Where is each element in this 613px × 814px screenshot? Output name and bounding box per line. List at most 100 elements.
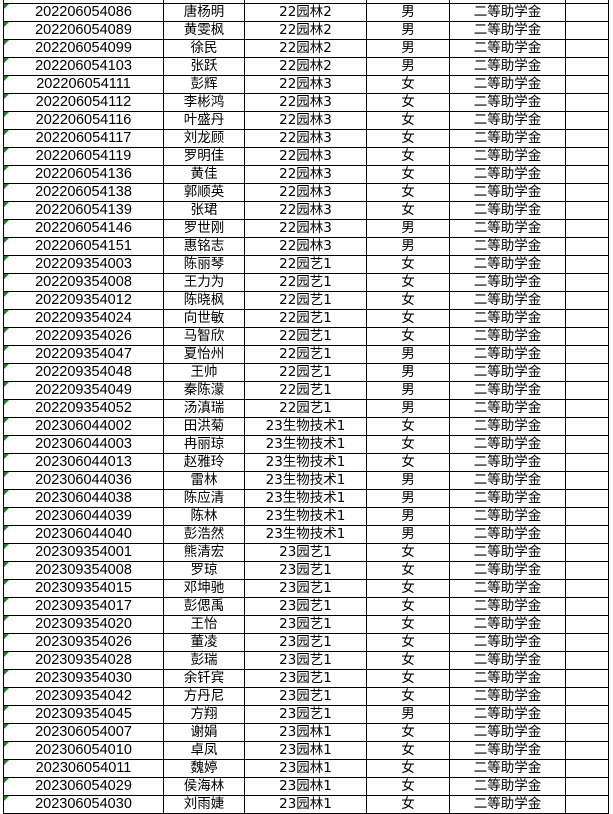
cell-class[interactable]: 22园林2 [244, 3, 367, 22]
cell-student-id[interactable]: 202309354042 [3, 687, 164, 706]
cell-award[interactable]: 二等助学金 [449, 75, 566, 94]
cell-name[interactable]: 侯海林 [163, 777, 245, 796]
cell-name[interactable]: 唐杨明 [163, 3, 245, 22]
cell-class[interactable]: 23园林1 [244, 777, 367, 796]
cell-student-id[interactable]: 202306044038 [3, 489, 164, 508]
cell-class[interactable]: 23园艺1 [244, 579, 367, 598]
cell-class[interactable]: 23生物技术1 [244, 453, 367, 472]
cell-name[interactable]: 郭顺英 [163, 183, 245, 202]
cell-student-id[interactable]: 202306054010 [3, 741, 164, 760]
cell-class[interactable]: 22园林2 [244, 57, 367, 76]
cell-class[interactable]: 23园林1 [244, 795, 367, 814]
cell-student-id[interactable]: 202309354030 [3, 669, 164, 688]
cell-empty[interactable] [565, 363, 609, 382]
cell-name[interactable]: 刘雨婕 [163, 795, 245, 814]
cell-award[interactable]: 二等助学金 [449, 237, 566, 256]
cell-empty[interactable] [565, 219, 609, 238]
cell-empty[interactable] [565, 795, 609, 814]
cell-class[interactable]: 22园林2 [244, 39, 367, 58]
cell-name[interactable]: 邓坤驰 [163, 579, 245, 598]
cell-student-id[interactable]: 202209354049 [3, 381, 164, 400]
cell-empty[interactable] [565, 381, 609, 400]
cell-empty[interactable] [565, 651, 609, 670]
cell-empty[interactable] [565, 57, 609, 76]
cell-empty[interactable] [565, 597, 609, 616]
cell-empty[interactable] [565, 435, 609, 454]
cell-award[interactable]: 二等助学金 [449, 525, 566, 544]
cell-student-id[interactable]: 202206054112 [3, 93, 164, 112]
cell-name[interactable]: 陈应清 [163, 489, 245, 508]
cell-class[interactable]: 22园艺1 [244, 273, 367, 292]
cell-student-id[interactable]: 202309354028 [3, 651, 164, 670]
cell-class[interactable]: 22园林3 [244, 201, 367, 220]
cell-name[interactable]: 卓凤 [163, 741, 245, 760]
cell-student-id[interactable]: 202306054029 [3, 777, 164, 796]
cell-empty[interactable] [565, 705, 609, 724]
cell-name[interactable]: 夏怡州 [163, 345, 245, 364]
cell-student-id[interactable]: 202306054007 [3, 723, 164, 742]
cell-award[interactable]: 二等助学金 [449, 345, 566, 364]
cell-empty[interactable] [565, 345, 609, 364]
cell-gender[interactable]: 男 [366, 345, 450, 364]
cell-student-id[interactable]: 202209354024 [3, 309, 164, 328]
cell-name[interactable]: 陈林 [163, 507, 245, 526]
cell-empty[interactable] [565, 273, 609, 292]
cell-empty[interactable] [565, 453, 609, 472]
cell-empty[interactable] [565, 39, 609, 58]
cell-empty[interactable] [565, 507, 609, 526]
cell-gender[interactable]: 女 [366, 201, 450, 220]
cell-name[interactable]: 向世敏 [163, 309, 245, 328]
cell-student-id[interactable]: 202309354045 [3, 705, 164, 724]
cell-name[interactable]: 李彬鸿 [163, 93, 245, 112]
cell-empty[interactable] [565, 147, 609, 166]
cell-name[interactable]: 彭偲禹 [163, 597, 245, 616]
cell-gender[interactable]: 女 [366, 741, 450, 760]
cell-award[interactable]: 二等助学金 [449, 471, 566, 490]
cell-award[interactable]: 二等助学金 [449, 129, 566, 148]
cell-gender[interactable]: 男 [366, 471, 450, 490]
cell-class[interactable]: 22园林2 [244, 21, 367, 40]
cell-empty[interactable] [565, 741, 609, 760]
cell-student-id[interactable]: 202206054119 [3, 147, 164, 166]
cell-student-id[interactable]: 202206054138 [3, 183, 164, 202]
cell-class[interactable]: 22园林3 [244, 75, 367, 94]
cell-award[interactable]: 二等助学金 [449, 759, 566, 778]
cell-student-id[interactable]: 202209354012 [3, 291, 164, 310]
cell-class[interactable]: 23园艺1 [244, 615, 367, 634]
cell-name[interactable]: 秦陈濛 [163, 381, 245, 400]
cell-name[interactable]: 谢娟 [163, 723, 245, 742]
cell-award[interactable]: 二等助学金 [449, 795, 566, 814]
cell-student-id[interactable]: 202206054146 [3, 219, 164, 238]
cell-name[interactable]: 刘龙顾 [163, 129, 245, 148]
cell-gender[interactable]: 女 [366, 687, 450, 706]
cell-name[interactable]: 余钎宾 [163, 669, 245, 688]
cell-empty[interactable] [565, 579, 609, 598]
cell-class[interactable]: 22园林3 [244, 219, 367, 238]
cell-award[interactable]: 二等助学金 [449, 21, 566, 40]
cell-gender[interactable]: 男 [366, 21, 450, 40]
cell-class[interactable]: 23生物技术1 [244, 507, 367, 526]
cell-student-id[interactable]: 202306044039 [3, 507, 164, 526]
cell-empty[interactable] [565, 21, 609, 40]
cell-empty[interactable] [565, 111, 609, 130]
cell-award[interactable]: 二等助学金 [449, 543, 566, 562]
cell-award[interactable]: 二等助学金 [449, 597, 566, 616]
cell-empty[interactable] [565, 327, 609, 346]
cell-award[interactable]: 二等助学金 [449, 255, 566, 274]
cell-award[interactable]: 二等助学金 [449, 741, 566, 760]
cell-student-id[interactable]: 202309354026 [3, 633, 164, 652]
cell-empty[interactable] [565, 525, 609, 544]
cell-class[interactable]: 23园林1 [244, 759, 367, 778]
cell-name[interactable]: 田洪菊 [163, 417, 245, 436]
cell-name[interactable]: 王帅 [163, 363, 245, 382]
cell-name[interactable]: 陈丽琴 [163, 255, 245, 274]
cell-class[interactable]: 22园艺1 [244, 381, 367, 400]
cell-empty[interactable] [565, 3, 609, 22]
cell-class[interactable]: 22园艺1 [244, 291, 367, 310]
cell-class[interactable]: 22园林3 [244, 183, 367, 202]
cell-class[interactable]: 23生物技术1 [244, 417, 367, 436]
cell-empty[interactable] [565, 759, 609, 778]
cell-award[interactable]: 二等助学金 [449, 615, 566, 634]
cell-gender[interactable]: 女 [366, 291, 450, 310]
cell-award[interactable]: 二等助学金 [449, 561, 566, 580]
